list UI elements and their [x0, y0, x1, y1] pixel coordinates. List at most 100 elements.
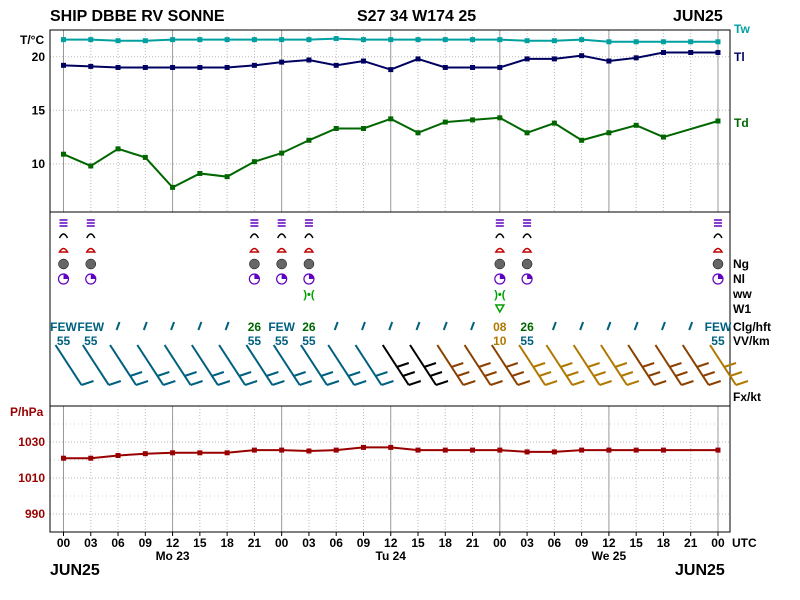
- low-cloud-cover-fill: [527, 274, 533, 279]
- series-tw-point: [415, 37, 421, 43]
- low-cloud-symbol: [494, 247, 506, 253]
- cloud-missing-slash: [633, 321, 639, 331]
- x-tick-label: 15: [193, 536, 207, 550]
- wind-barb: [354, 344, 394, 386]
- cloud-missing-slash: [442, 321, 448, 331]
- wind-barb: [163, 344, 203, 386]
- series-td-point: [551, 120, 557, 126]
- wind-barb-feather: [669, 362, 682, 368]
- wind-barb-feather: [211, 371, 225, 377]
- low-cloud-cover-fill: [254, 274, 260, 279]
- series-tw-point: [715, 39, 721, 45]
- wind-barb: [463, 344, 503, 386]
- series-p-point: [142, 451, 148, 457]
- wind-barb-staff: [272, 344, 301, 386]
- wind-barb: [709, 344, 749, 386]
- wind-barb-feather: [641, 362, 655, 368]
- weather-symbol: )•(: [494, 289, 506, 301]
- wind-barb: [381, 344, 422, 386]
- series-p-point: [715, 447, 721, 453]
- series-tl-point: [279, 59, 285, 65]
- series-td-point: [606, 130, 612, 136]
- x-tick-label: 00: [711, 536, 725, 550]
- series-td-point: [197, 170, 203, 176]
- wind-barb-staff: [545, 344, 574, 386]
- series-tl-point: [606, 58, 612, 64]
- series-td-point: [497, 115, 503, 121]
- mid-cloud-symbol: [522, 233, 532, 239]
- x-tick-label: 12: [384, 536, 398, 550]
- wind-barb-feather: [614, 362, 628, 368]
- low-cloud-symbol: [276, 247, 287, 253]
- wind-barb: [436, 344, 476, 386]
- wind-barb-feather: [238, 371, 252, 377]
- low-cloud-cover-fill: [90, 274, 96, 279]
- wind-barb: [81, 344, 122, 386]
- x-tick-label: 00: [275, 536, 289, 550]
- series-p-point: [415, 447, 421, 453]
- series-tw-point: [170, 37, 176, 43]
- high-cloud-symbol: [304, 219, 313, 227]
- wind-barb: [681, 344, 722, 386]
- station-title: SHIP DBBE RV SONNE: [50, 8, 225, 25]
- series-p-point: [606, 447, 612, 453]
- wind-barb-feather: [299, 380, 312, 386]
- x-tick-label: 15: [411, 536, 425, 550]
- series-td-point: [388, 116, 394, 122]
- x-tick-label: 03: [302, 536, 316, 550]
- pressure-y-tick: 990: [25, 507, 45, 521]
- x-tick-label: 18: [439, 536, 453, 550]
- wind-barb-staff: [81, 344, 110, 386]
- total-cloud-cover-icon: [276, 258, 287, 270]
- wind-barb-staff: [136, 344, 165, 386]
- wind-barb-feather: [538, 371, 552, 377]
- tl-label: Tl: [734, 50, 745, 64]
- series-tl-point: [115, 64, 121, 70]
- series-p-point: [524, 449, 530, 455]
- x-tick-label: 03: [84, 536, 98, 550]
- series-tw-point: [388, 37, 394, 43]
- x-tick-label: 06: [111, 536, 125, 550]
- wind-barb-staff: [163, 344, 192, 386]
- wind-barb-feather: [375, 371, 388, 377]
- low-cloud-symbol: [521, 247, 533, 253]
- series-tl-point: [524, 56, 530, 62]
- wind-barb-feather: [217, 380, 231, 386]
- series-tl-point: [88, 63, 94, 69]
- x-tick-label: 18: [220, 536, 234, 550]
- low-cloud-symbol: [712, 247, 724, 253]
- series-tw-point: [142, 38, 148, 44]
- series-td-line: [63, 116, 719, 189]
- x-ticks: 00 03 06 09 12 15 18 21 00 03 06 09 12 15 18 21 00 03 06 09…: [57, 532, 725, 563]
- wind-barb-feather: [156, 371, 170, 377]
- cloud-ceiling-label: FEW: [705, 320, 732, 334]
- series-p-line: [63, 446, 718, 460]
- series-td-point: [660, 134, 666, 140]
- series-td-point: [115, 146, 121, 152]
- wind-barb-feather: [681, 380, 694, 386]
- wind-barb: [518, 344, 558, 386]
- wind-barb-staff: [463, 344, 492, 386]
- high-cloud-symbol: [523, 219, 532, 227]
- series-p-point: [279, 447, 285, 453]
- y-ticks: 10 15 20 990 1010 1030: [18, 50, 45, 521]
- series-p-point: [442, 447, 448, 453]
- series-td-point: [142, 154, 148, 160]
- series-p-point: [633, 447, 639, 453]
- cloud-missing-slash: [661, 321, 666, 331]
- cloud-missing-slash: [170, 321, 176, 331]
- series-tw-point: [115, 38, 121, 44]
- wind-barb: [300, 344, 340, 386]
- x-tick-label: 12: [166, 536, 180, 550]
- cloud-missing-slash: [606, 321, 612, 331]
- series-td-point: [306, 137, 312, 143]
- header-date: JUN25: [673, 8, 723, 25]
- wind-barb-feather: [81, 380, 94, 386]
- series-tl-point: [224, 64, 230, 70]
- wind-barb-staff: [681, 344, 710, 386]
- observation-symbols: FEW55FEW552655FEW55265508102655FEW55)•()…: [50, 219, 732, 348]
- pressure-y-tick: 1010: [18, 471, 45, 485]
- series-tw-point: [224, 37, 230, 43]
- series-tw-point: [470, 37, 476, 43]
